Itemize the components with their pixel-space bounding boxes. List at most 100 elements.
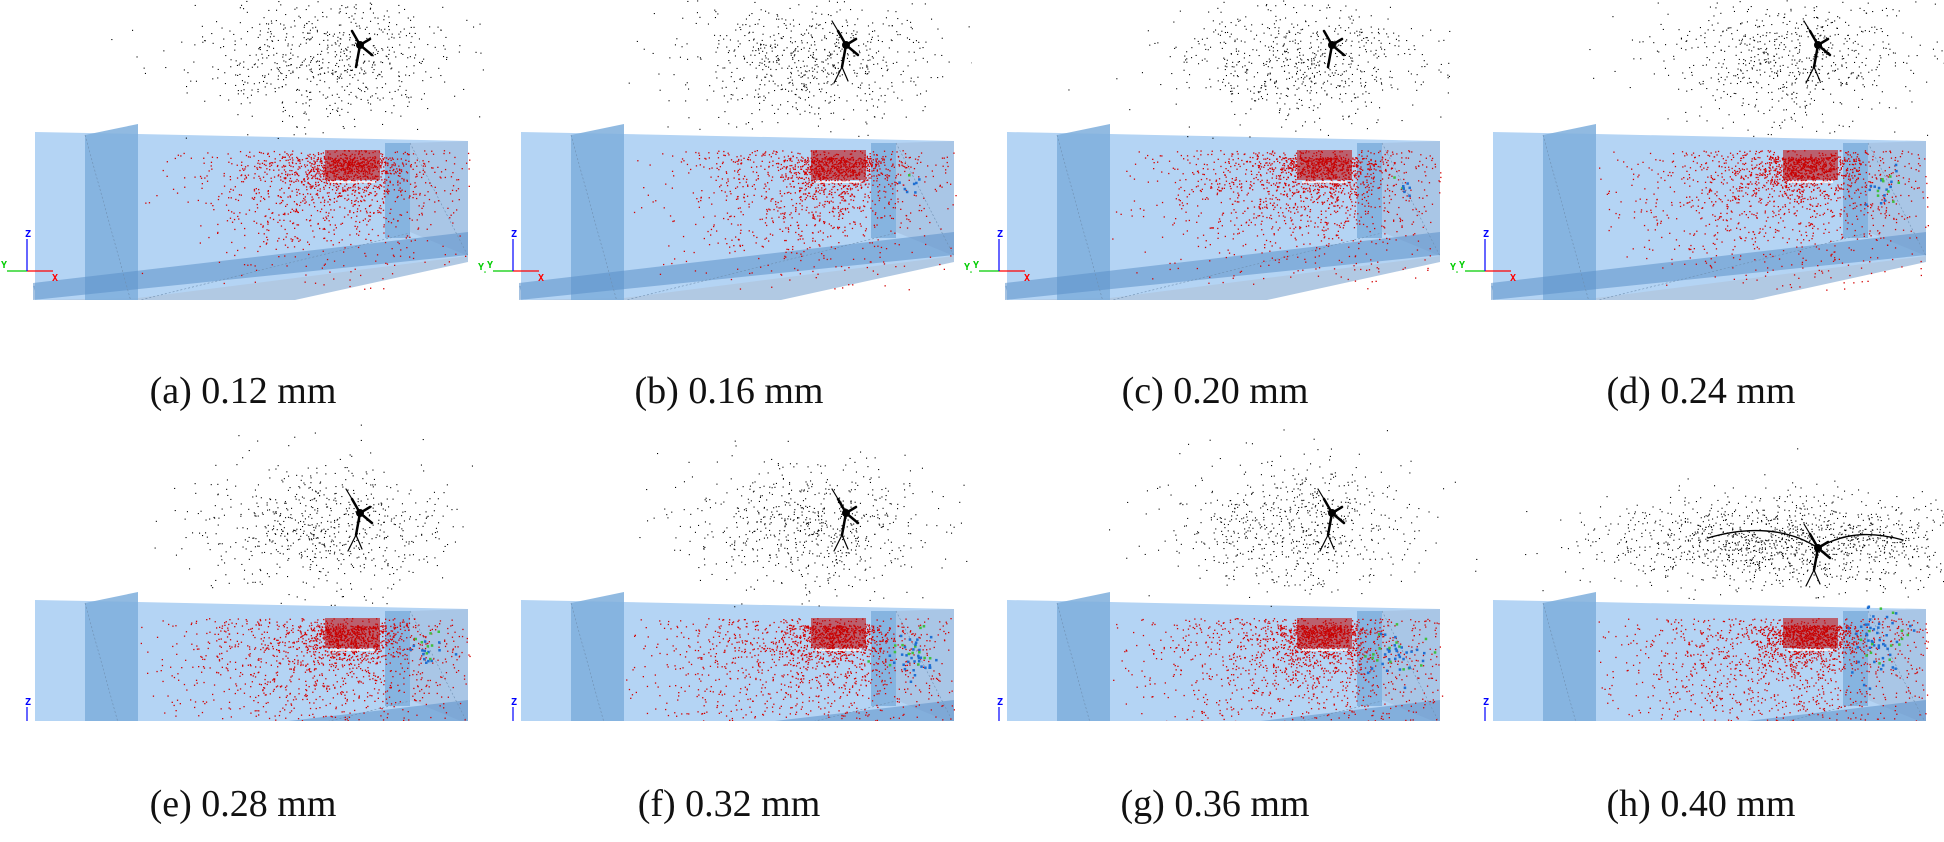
z-axis-label: Z bbox=[511, 697, 517, 708]
black-particle-cloud bbox=[1589, 0, 1944, 137]
figure-panel-h: ZXY (h) 0.40 mm bbox=[1458, 421, 1944, 842]
floor-stripe bbox=[33, 232, 468, 300]
left-divider bbox=[1543, 124, 1596, 300]
dendrite-core bbox=[1814, 41, 1822, 49]
scene-group: Z X Y Y_ bbox=[1, 0, 486, 300]
edge-line bbox=[570, 134, 617, 300]
edge-line bbox=[84, 602, 118, 721]
panel-caption: (e) 0.28 mm bbox=[0, 785, 486, 823]
panel-caption: (g) 0.36 mm bbox=[972, 785, 1458, 823]
x-axis-label: X bbox=[52, 273, 58, 284]
black-particle-cloud bbox=[111, 0, 484, 139]
black-particle-cloud bbox=[1109, 429, 1456, 607]
floor-stripe bbox=[1005, 232, 1440, 300]
edge-line bbox=[895, 610, 953, 721]
z-axis-label: Z bbox=[25, 229, 31, 240]
y-axis-label: Y bbox=[1, 260, 7, 271]
dendrite-core bbox=[1328, 41, 1336, 49]
dendrite-structure bbox=[831, 488, 860, 552]
dense-red-core bbox=[811, 150, 866, 180]
blue-green-cluster bbox=[1847, 605, 1916, 690]
floor-stripe bbox=[288, 700, 468, 721]
edge-line bbox=[1542, 602, 1576, 721]
black-particle-cloud bbox=[1068, 0, 1451, 139]
dendrite-structure bbox=[1707, 523, 1904, 587]
edge-line bbox=[895, 142, 955, 257]
right-plane bbox=[896, 141, 954, 256]
left-divider bbox=[1543, 592, 1596, 721]
edge-line bbox=[328, 700, 411, 721]
edge-line bbox=[1111, 232, 1383, 300]
edge-line bbox=[139, 232, 411, 300]
dendrite-core bbox=[1328, 509, 1336, 517]
left-divider bbox=[571, 592, 624, 721]
edge-line bbox=[1867, 142, 1927, 257]
right-plane bbox=[1382, 141, 1440, 256]
edge-line bbox=[814, 700, 897, 721]
axis-triad: Z X Y bbox=[1459, 229, 1516, 284]
blue-green-cluster bbox=[409, 630, 458, 664]
dendrite-structure bbox=[1322, 29, 1346, 69]
figure-panel-a: Z X Y Y_ (a) 0.12 mm bbox=[0, 0, 486, 421]
y-axis-label-right: Y_ bbox=[478, 262, 486, 273]
edge-line bbox=[1597, 232, 1869, 300]
black-particle-cloud bbox=[1475, 448, 1944, 600]
dendrite-structure bbox=[831, 20, 860, 84]
y-axis-label: Y bbox=[973, 260, 979, 271]
figure-panel-d: Z X Y (d) 0.24 mm bbox=[1458, 0, 1944, 421]
edge-line bbox=[1056, 134, 1103, 300]
edge-line bbox=[1056, 602, 1090, 721]
blue-green-cluster bbox=[867, 625, 938, 683]
simulation-render: ZXY bbox=[1459, 0, 1944, 300]
right-divider bbox=[871, 143, 896, 238]
left-divider bbox=[85, 592, 138, 721]
right-plane bbox=[896, 609, 954, 721]
panel-caption: (c) 0.20 mm bbox=[972, 372, 1458, 410]
dense-red-core bbox=[811, 618, 866, 648]
axis-triad: Z X Y Y_ bbox=[1, 229, 486, 284]
simulation-render: ZXY bbox=[1475, 448, 1944, 721]
edge-line bbox=[1786, 700, 1869, 721]
x-axis-label: X bbox=[1510, 273, 1516, 284]
blue-green-cluster bbox=[1364, 623, 1437, 690]
dendrite-core bbox=[1814, 544, 1822, 552]
dense-red-core bbox=[1783, 150, 1838, 180]
simulation-render: Z X Y Y_ bbox=[1, 0, 486, 300]
y-axis-label-right: Y_ bbox=[1450, 262, 1458, 273]
figure-panel-b: Z X Y Y_ (b) 0.16 mm bbox=[486, 0, 972, 421]
edge-line bbox=[1300, 700, 1383, 721]
blue-green-cluster bbox=[1393, 176, 1411, 197]
edge-line bbox=[409, 142, 469, 257]
right-divider bbox=[871, 611, 896, 706]
figure-panel-c: Z X Y Y_ (c) 0.20 mm bbox=[972, 0, 1458, 421]
panel-caption: (f) 0.32 mm bbox=[486, 785, 972, 823]
blue-green-cluster bbox=[1865, 163, 1900, 206]
black-particle-cloud bbox=[154, 424, 473, 606]
left-divider bbox=[571, 124, 624, 300]
z-axis-label: Z bbox=[1483, 697, 1489, 708]
z-axis-label: Z bbox=[1483, 229, 1489, 240]
scene-group: Z X Y bbox=[1459, 0, 1944, 300]
dense-red-core bbox=[1297, 618, 1352, 648]
floor-stripe bbox=[1491, 232, 1926, 300]
edge-line bbox=[570, 602, 604, 721]
dendrite-core bbox=[356, 509, 364, 517]
black-particle-cloud bbox=[639, 440, 968, 608]
blue-green-cluster bbox=[898, 174, 921, 194]
left-divider bbox=[1057, 592, 1110, 721]
black-particle-cloud bbox=[628, 0, 972, 137]
dense-red-core bbox=[325, 150, 380, 180]
x-axis-label: X bbox=[538, 273, 544, 284]
right-plane bbox=[410, 141, 468, 256]
